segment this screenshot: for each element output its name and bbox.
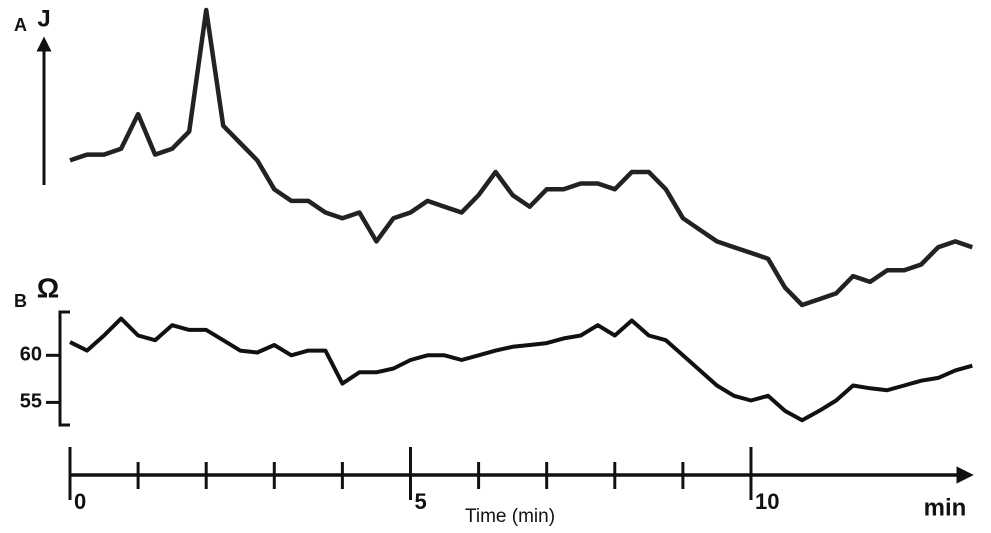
panel-label: A — [14, 15, 27, 35]
y-tick-label: 60 — [20, 344, 42, 366]
x-tick-label: 10 — [755, 489, 779, 514]
x-tick-label: 5 — [414, 489, 426, 514]
y-tick-label: 55 — [20, 391, 42, 413]
x-label: Time (min) — [465, 506, 555, 527]
y-label: J — [37, 5, 50, 32]
trace — [69, 316, 973, 423]
panel-label: B — [14, 291, 27, 311]
y-axis — [58, 310, 70, 427]
trace — [69, 7, 974, 308]
y-label: Ω — [37, 272, 59, 303]
x-tick-label: 0 — [74, 489, 86, 514]
x-unit: min — [924, 494, 967, 521]
